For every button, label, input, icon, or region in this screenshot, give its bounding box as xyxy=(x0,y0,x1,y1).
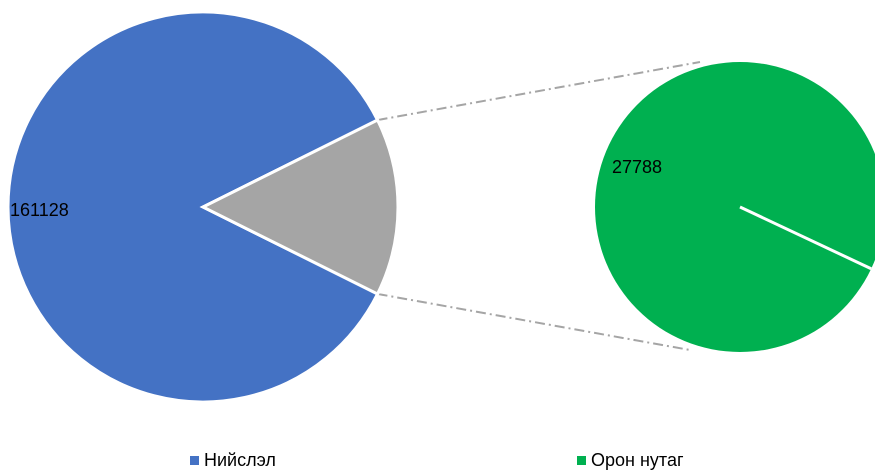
connector xyxy=(377,61,701,122)
pie-slice xyxy=(199,118,400,296)
legend-label: Орон нутаг xyxy=(591,450,684,470)
pie-slice xyxy=(6,10,380,404)
legend-label: Нийслэл xyxy=(204,450,276,470)
connector xyxy=(377,292,691,351)
data-label: 161128 xyxy=(10,200,69,220)
legend-swatch xyxy=(190,456,199,465)
data-label: 27788 xyxy=(612,157,662,177)
legend-swatch xyxy=(577,456,586,465)
secondary-pie-slice xyxy=(595,62,875,352)
slice-border xyxy=(739,205,872,271)
